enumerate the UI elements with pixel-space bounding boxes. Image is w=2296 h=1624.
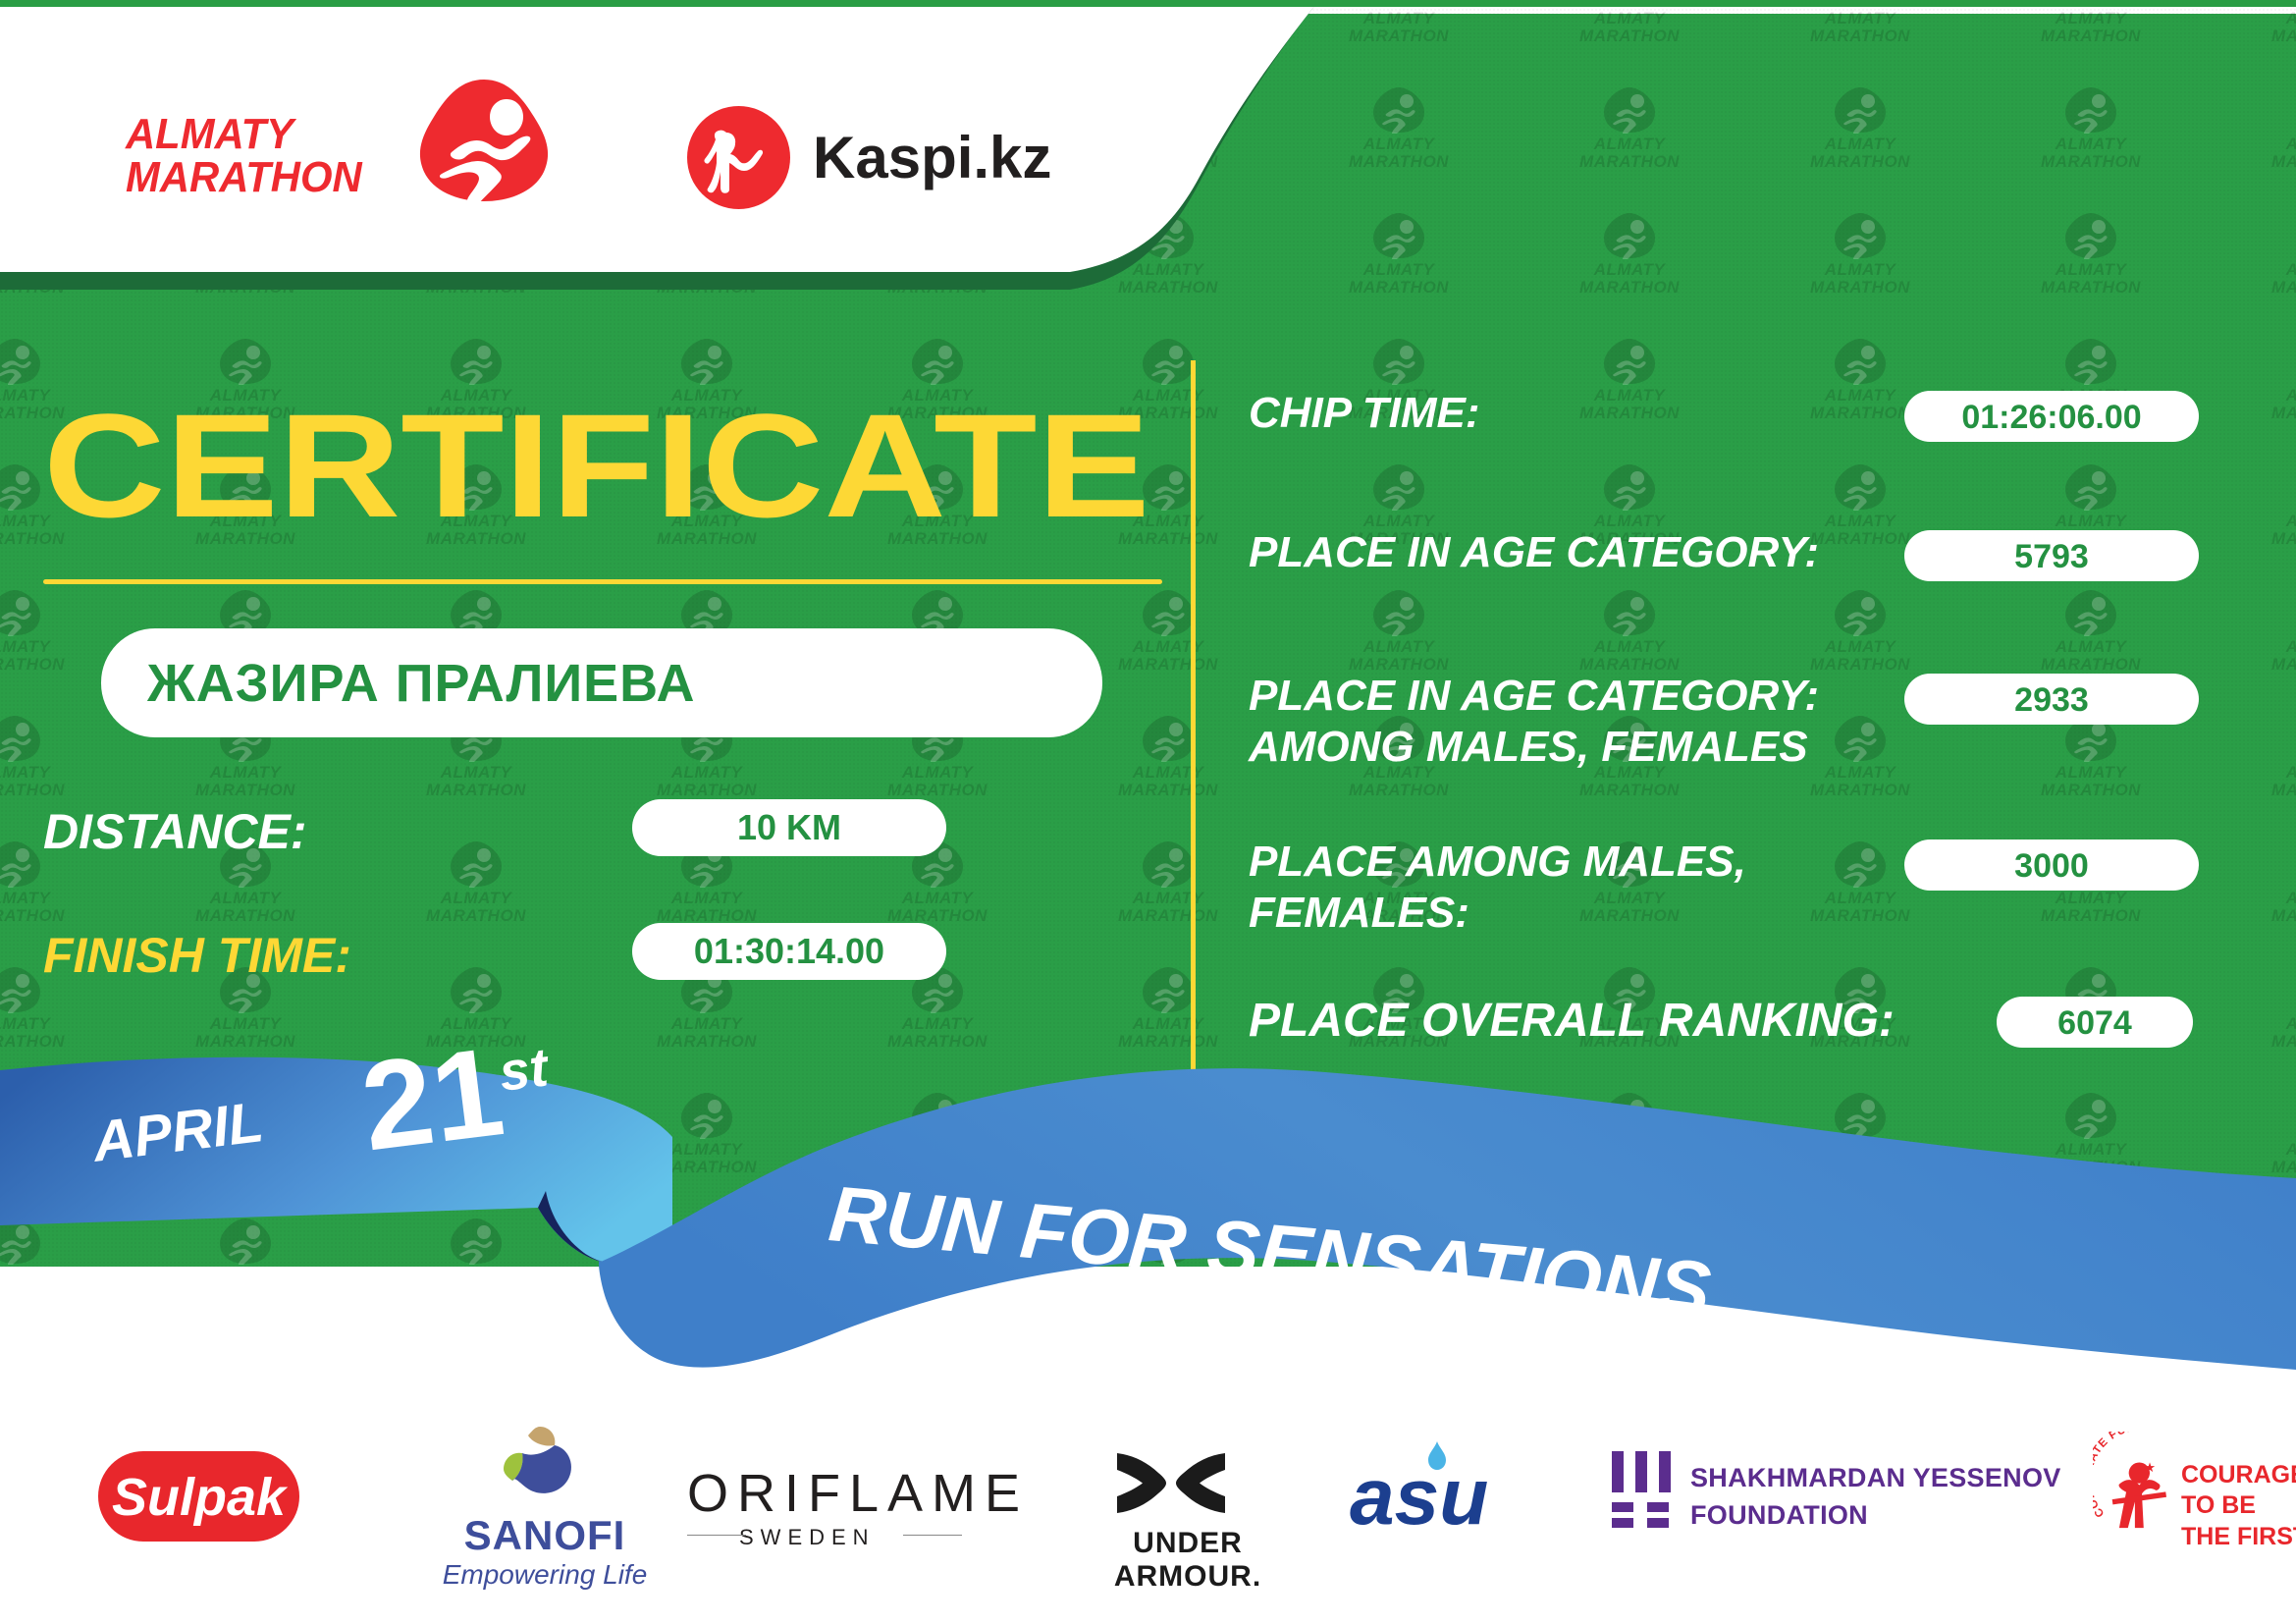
svg-text:CORPORATE FUND: CORPORATE FUND [2093,1432,2145,1520]
